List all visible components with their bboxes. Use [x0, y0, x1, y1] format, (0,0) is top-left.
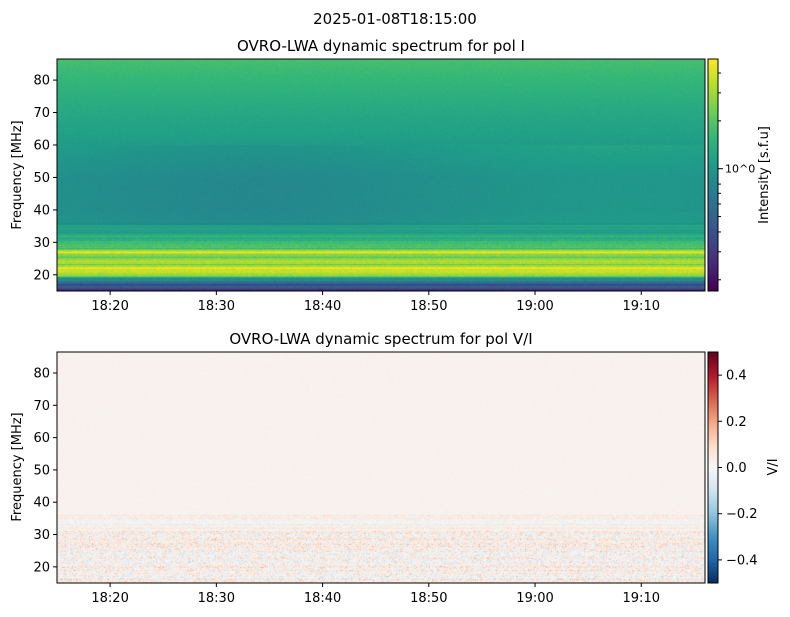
intensity-colorbar — [708, 59, 718, 291]
y-tick-label: 50 — [33, 463, 50, 478]
y-tick-label: 40 — [33, 496, 50, 511]
x-tick-label: 19:10 — [623, 299, 660, 314]
y-tick-label: 30 — [33, 236, 50, 251]
ylabel-pol-vi: Frequency [MHz] — [10, 412, 25, 521]
title-pol-vi: OVRO-LWA dynamic spectrum for pol V/I — [229, 330, 532, 348]
y-tick-label: 70 — [33, 106, 50, 121]
x-tick-label: 19:00 — [516, 591, 553, 606]
colorbar-frame — [707, 58, 719, 292]
y-tick-label: 60 — [33, 431, 50, 446]
y-tick-label: 50 — [33, 171, 50, 186]
pol-vi-spectrum-image — [57, 352, 705, 583]
vi-colorbar — [708, 352, 718, 583]
axes-frame — [56, 58, 706, 292]
x-tick-label: 19:10 — [623, 591, 660, 606]
axes-frame — [56, 351, 706, 584]
x-tick-label: 18:50 — [410, 299, 447, 314]
title-pol-i: OVRO-LWA dynamic spectrum for pol I — [237, 37, 525, 55]
x-tick-label: 18:20 — [91, 299, 128, 314]
colorbar-tick-label: 0.0 — [726, 461, 747, 476]
colorbar-tick-label: −0.2 — [726, 507, 758, 522]
pol-i-spectrum-image — [57, 59, 705, 291]
suptitle: 2025-01-08T18:15:00 — [313, 10, 477, 28]
y-tick-label: 40 — [33, 203, 50, 218]
x-tick-label: 18:20 — [91, 591, 128, 606]
colorbar-tick-label: 10^0 — [725, 163, 755, 176]
colorbar-tick-label: −0.4 — [726, 553, 758, 568]
x-tick-label: 18:40 — [304, 591, 341, 606]
colorbar-frame — [707, 351, 719, 584]
y-tick-label: 60 — [33, 138, 50, 153]
colorbar-tick-label: 0.4 — [726, 369, 747, 384]
y-tick-label: 20 — [33, 560, 50, 575]
ylabel-pol-i: Frequency [MHz] — [10, 120, 25, 229]
x-tick-label: 18:30 — [198, 591, 235, 606]
y-tick-label: 30 — [33, 528, 50, 543]
x-tick-label: 18:50 — [410, 591, 447, 606]
x-tick-label: 18:40 — [304, 299, 341, 314]
y-tick-label: 20 — [33, 268, 50, 283]
colorbar-label-intensity: Intensity [s.f.u] — [757, 126, 772, 224]
x-tick-label: 19:00 — [516, 299, 553, 314]
x-tick-label: 18:30 — [198, 299, 235, 314]
y-tick-label: 80 — [33, 74, 50, 89]
y-tick-label: 70 — [33, 399, 50, 414]
y-tick-label: 80 — [33, 367, 50, 382]
colorbar-tick-label: 0.2 — [726, 415, 747, 430]
colorbar-label-vi: V/I — [766, 458, 781, 475]
